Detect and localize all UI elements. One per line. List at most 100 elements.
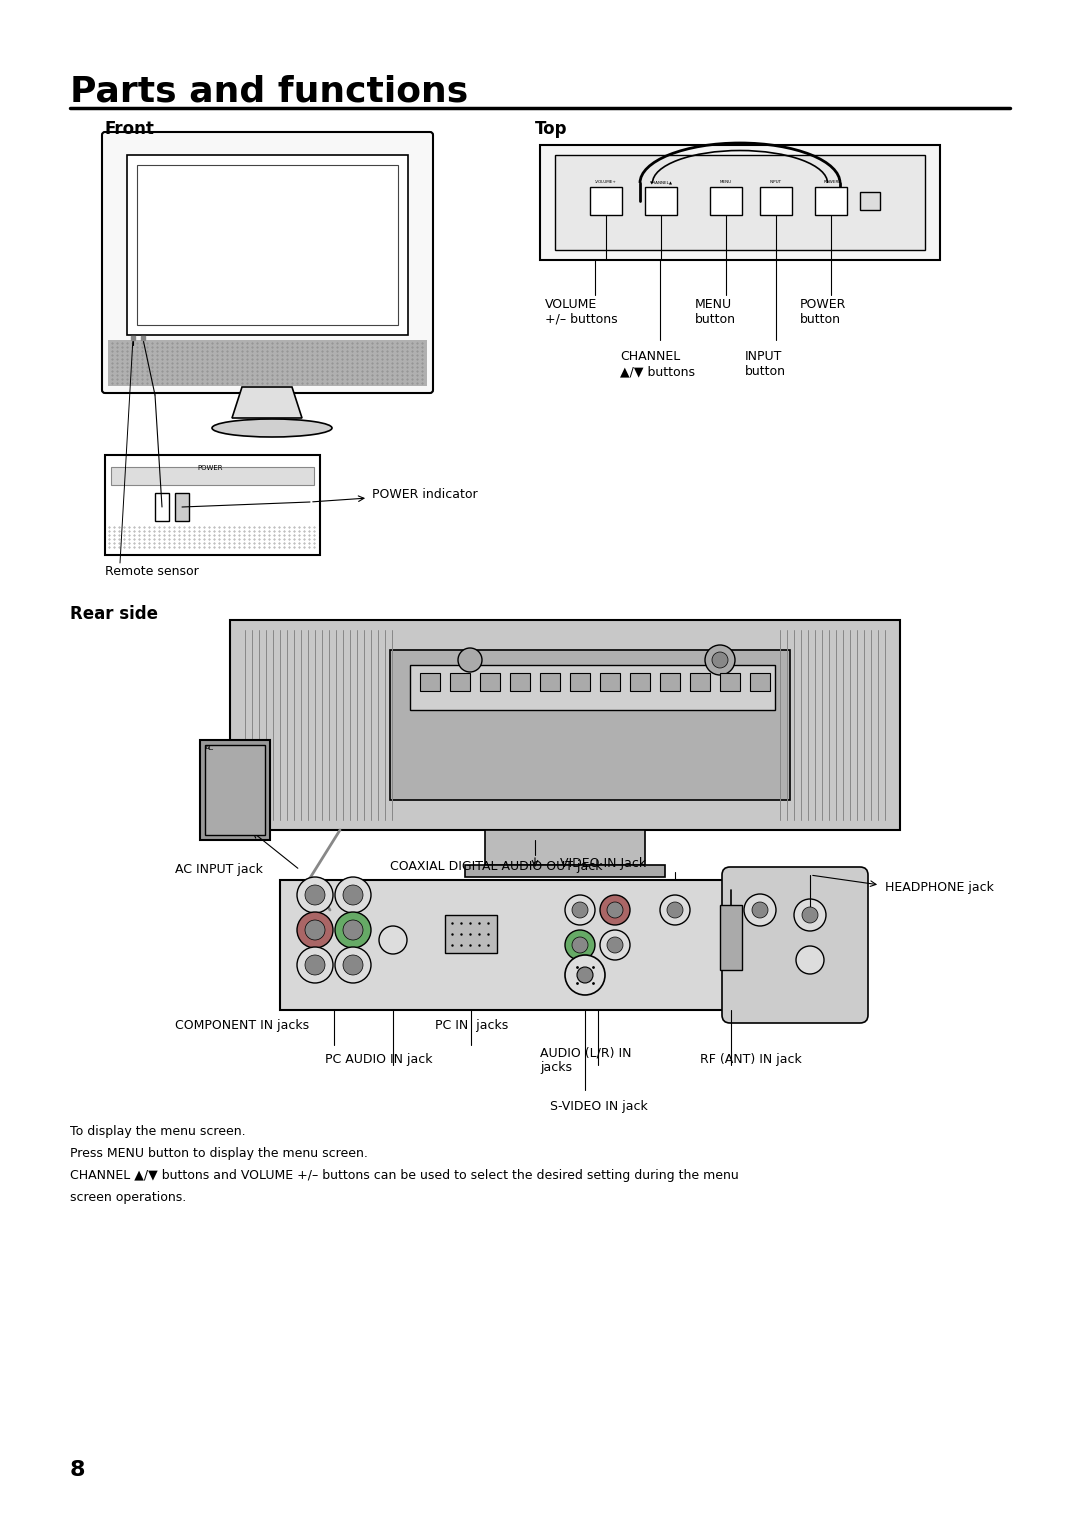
Bar (465, 865, 665, 877)
Text: INPUT: INPUT (770, 180, 782, 183)
Bar (540, 672, 561, 691)
Circle shape (565, 931, 595, 960)
Text: POWER: POWER (197, 465, 222, 471)
Bar (690, 672, 710, 691)
Bar (645, 186, 677, 215)
Circle shape (600, 931, 630, 960)
Bar (105, 455, 320, 555)
Circle shape (796, 946, 824, 973)
Bar (815, 186, 847, 215)
Text: RF (ANT) IN jack: RF (ANT) IN jack (700, 1053, 801, 1067)
Text: INPUT
button: INPUT button (745, 350, 786, 377)
Bar (570, 672, 590, 691)
Text: POWER: POWER (823, 180, 839, 183)
Circle shape (305, 885, 325, 905)
Text: Top: Top (535, 121, 567, 138)
Bar (720, 905, 742, 970)
Bar (480, 672, 500, 691)
Circle shape (379, 926, 407, 953)
Text: Front: Front (105, 121, 154, 138)
Bar (760, 186, 792, 215)
Circle shape (705, 645, 735, 675)
Circle shape (343, 955, 363, 975)
Text: AUDIO (L/R) IN
jacks: AUDIO (L/R) IN jacks (540, 1047, 632, 1074)
Text: PC IN  jacks: PC IN jacks (435, 1019, 509, 1031)
FancyBboxPatch shape (102, 131, 433, 393)
Circle shape (343, 920, 363, 940)
Bar (710, 186, 742, 215)
Text: 8: 8 (70, 1459, 85, 1481)
Text: ▼HANNEL▲: ▼HANNEL▲ (649, 180, 673, 183)
Circle shape (297, 912, 333, 947)
Circle shape (305, 920, 325, 940)
FancyBboxPatch shape (723, 866, 868, 1024)
Bar (200, 740, 270, 840)
Text: -VOLUME+: -VOLUME+ (595, 180, 617, 183)
Circle shape (607, 902, 623, 918)
Ellipse shape (212, 419, 332, 437)
Circle shape (565, 895, 595, 924)
Bar (540, 145, 940, 260)
Text: CHANNEL
▲/▼ buttons: CHANNEL ▲/▼ buttons (620, 350, 696, 377)
Text: COAXIAL DIGITAL AUDIO OUT jack: COAXIAL DIGITAL AUDIO OUT jack (390, 860, 603, 872)
Bar (410, 665, 775, 711)
Bar (450, 672, 470, 691)
Text: POWER
button: POWER button (800, 298, 847, 325)
Circle shape (335, 877, 372, 914)
Bar (111, 468, 314, 484)
Circle shape (572, 902, 588, 918)
Text: Remote sensor: Remote sensor (105, 565, 199, 578)
Circle shape (572, 937, 588, 953)
Text: COMPONENT IN jacks: COMPONENT IN jacks (175, 1019, 309, 1031)
Text: CHANNEL ▲/▼ buttons and VOLUME +/– buttons can be used to select the desired set: CHANNEL ▲/▼ buttons and VOLUME +/– butto… (70, 1169, 739, 1183)
Circle shape (458, 648, 482, 672)
Circle shape (667, 902, 683, 918)
Bar (390, 649, 789, 801)
Text: VOLUME
+/– buttons: VOLUME +/– buttons (545, 298, 618, 325)
Circle shape (660, 895, 690, 924)
Bar (720, 672, 740, 691)
Bar (510, 672, 530, 691)
Circle shape (794, 898, 826, 931)
Text: To display the menu screen.: To display the menu screen. (70, 1125, 245, 1138)
Bar (230, 620, 900, 830)
Bar (420, 672, 440, 691)
Circle shape (335, 912, 372, 947)
Text: Press MENU button to display the menu screen.: Press MENU button to display the menu sc… (70, 1148, 368, 1160)
Text: screen operations.: screen operations. (70, 1190, 186, 1204)
Bar (660, 672, 680, 691)
Circle shape (343, 885, 363, 905)
Text: Parts and functions: Parts and functions (70, 75, 469, 108)
Bar (205, 746, 265, 834)
Circle shape (744, 894, 777, 926)
Bar (137, 165, 399, 325)
Bar (156, 494, 168, 521)
Bar (127, 154, 408, 335)
Circle shape (577, 967, 593, 983)
Polygon shape (232, 387, 302, 419)
Bar (750, 672, 770, 691)
Bar (485, 830, 645, 865)
Bar (445, 915, 497, 953)
Bar (600, 672, 620, 691)
Circle shape (712, 652, 728, 668)
Text: AC INPUT jack: AC INPUT jack (175, 863, 262, 877)
Text: Rear side: Rear side (70, 605, 158, 623)
Text: MENU
button: MENU button (696, 298, 735, 325)
Circle shape (565, 955, 605, 995)
Text: PC AUDIO IN jack: PC AUDIO IN jack (325, 1053, 432, 1067)
Circle shape (305, 955, 325, 975)
Text: HEADPHONE jack: HEADPHONE jack (885, 882, 994, 894)
Circle shape (607, 937, 623, 953)
Bar (630, 672, 650, 691)
Text: VIDEO IN Jack: VIDEO IN Jack (561, 857, 646, 869)
Bar (175, 494, 189, 521)
Circle shape (297, 947, 333, 983)
Bar (555, 154, 924, 251)
Bar (108, 341, 427, 387)
Bar (860, 193, 880, 209)
Text: MENU: MENU (720, 180, 732, 183)
Bar (280, 880, 800, 1010)
Text: POWER indicator: POWER indicator (372, 489, 477, 501)
Text: AC: AC (205, 746, 214, 750)
